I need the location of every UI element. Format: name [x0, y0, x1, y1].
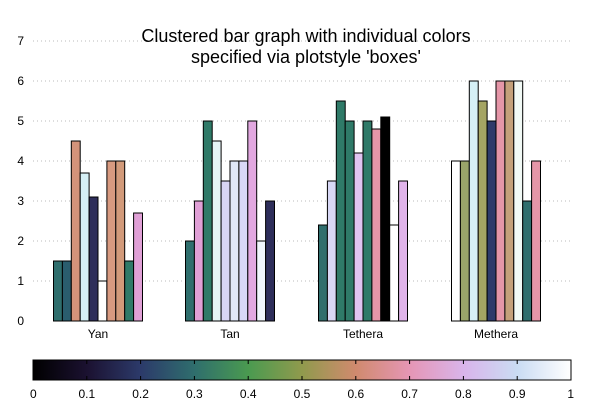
- bar-yan-4: [79, 172, 90, 322]
- bar-tethera-4: [344, 120, 355, 322]
- y-tick-label: 6: [17, 74, 24, 88]
- chart-title: Clustered bar graph with individual colo…: [141, 26, 470, 67]
- x-tick-label: Tan: [220, 327, 239, 341]
- bar-tan-7: [238, 160, 249, 322]
- colorbar-tick-label: 1: [567, 387, 574, 400]
- colorbar-tick-label: 0.8: [455, 387, 472, 400]
- bar-tan-5: [220, 180, 231, 322]
- bar-tethera-8: [380, 116, 391, 322]
- y-tick-label: 1: [17, 274, 24, 288]
- colorbar-tick-label: 0: [30, 387, 37, 400]
- y-tick-label: 7: [17, 34, 24, 48]
- bar-methera-7: [504, 80, 515, 322]
- bar-tethera-9: [389, 224, 400, 322]
- bar-tan-4: [211, 140, 222, 322]
- y-tick-label: 4: [17, 154, 24, 168]
- bar-tan-3: [202, 120, 213, 322]
- bars: [53, 80, 541, 322]
- bar-methera-5: [486, 120, 497, 322]
- x-tick-labels: Yan Tan Tethera Methera: [88, 327, 519, 341]
- bar-tethera-7: [371, 128, 382, 322]
- bar-yan-3: [70, 140, 81, 322]
- bar-methera-1: [451, 160, 461, 322]
- colorbar-tick-label: 0.4: [240, 387, 257, 400]
- bar-tan-2: [193, 200, 204, 322]
- bar-yan-1: [53, 260, 63, 322]
- bar-yan-6: [97, 280, 108, 322]
- bar-methera-9: [522, 200, 533, 322]
- bar-methera-6: [495, 80, 506, 322]
- bar-yan-9: [124, 260, 135, 322]
- y-tick-label: 0: [17, 314, 24, 328]
- bar-methera-4: [477, 100, 488, 322]
- y-tick-label: 2: [17, 234, 24, 248]
- bar-tan-9: [256, 240, 267, 322]
- bar-tan-8: [247, 120, 258, 322]
- bar-methera-2: [459, 160, 470, 322]
- bar-yan-8: [115, 160, 126, 322]
- colorbar-tick-label: 0.3: [186, 387, 203, 400]
- bar-methera-10: [531, 160, 541, 322]
- bar-tan-6: [229, 160, 240, 322]
- bar-tethera-6: [362, 120, 373, 322]
- bar-yan-5: [88, 196, 99, 322]
- bar-yan-2: [61, 260, 72, 322]
- y-tick-labels: 0 1 2 3 4 5 6 7: [17, 34, 24, 328]
- colorbar-tick-label: 0.1: [78, 387, 95, 400]
- colorbar-tick-label: 0.5: [294, 387, 311, 400]
- x-tick-label: Yan: [88, 327, 108, 341]
- colorbar-tick-label: 0.7: [401, 387, 418, 400]
- bar-tethera-2: [326, 180, 337, 322]
- bar-yan-10: [133, 212, 144, 322]
- bar-tan-10: [265, 200, 276, 322]
- colorbar-tick-labels: 0 0.1 0.2 0.3 0.4 0.5 0.6 0.7 0.8 0.9 1: [30, 360, 574, 400]
- chart-title-line-1: Clustered bar graph with individual colo…: [141, 26, 470, 46]
- bar-yan-7: [106, 160, 117, 322]
- bar-tan-1: [185, 240, 195, 322]
- bar-tethera-3: [335, 100, 346, 322]
- x-tick-label: Tethera: [343, 327, 383, 341]
- x-tick-label: Methera: [474, 327, 518, 341]
- bar-tethera-5: [353, 152, 364, 322]
- colorbar-tick-label: 0.2: [132, 387, 149, 400]
- bar-methera-8: [513, 80, 524, 322]
- bar-tethera-1: [318, 224, 328, 322]
- bar-tethera-10: [398, 180, 409, 322]
- bar-methera-3: [468, 80, 479, 322]
- y-tick-label: 3: [17, 194, 24, 208]
- chart-title-line-2: specified via plotstyle 'boxes': [191, 47, 421, 67]
- colorbar-tick-label: 0.9: [509, 387, 526, 400]
- colorbar-tick-label: 0.6: [347, 387, 364, 400]
- y-tick-label: 5: [17, 114, 24, 128]
